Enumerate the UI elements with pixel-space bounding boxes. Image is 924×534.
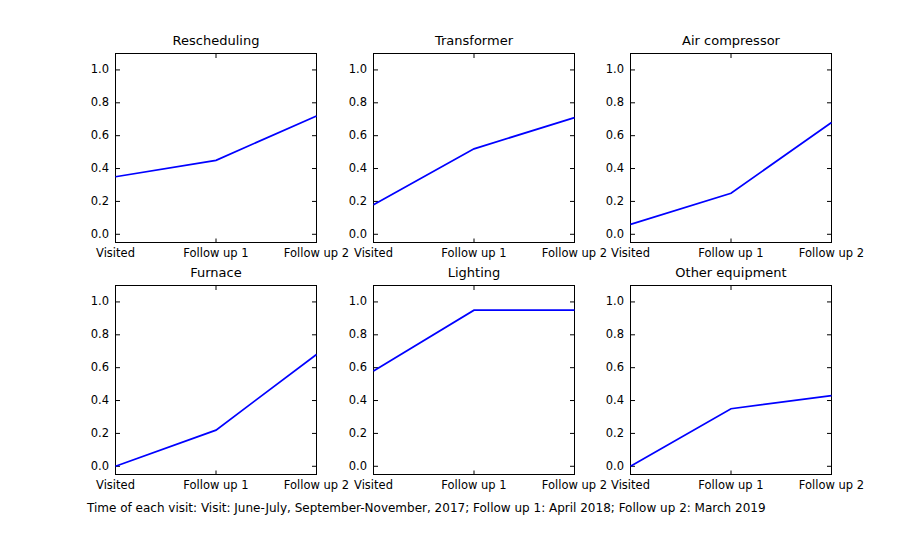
xtick-label: Follow up 1	[161, 246, 271, 261]
subplot-title-rescheduling: Rescheduling	[115, 33, 317, 49]
subplot-title-transformer: Transformer	[373, 33, 575, 49]
ytick-label: 0.0	[325, 227, 367, 242]
ytick-label: 1.0	[582, 62, 624, 77]
ytick-label: 1.0	[325, 62, 367, 77]
xtick-label: Visited	[61, 478, 171, 493]
subplot-title-furnace: Furnace	[115, 265, 317, 281]
plot-area-other-equipment	[630, 285, 832, 476]
ytick-label: 1.0	[67, 294, 109, 309]
ytick-label: 0.6	[582, 360, 624, 375]
ytick-label: 0.4	[582, 393, 624, 408]
subplot-title-other-equipment: Other equipment	[630, 265, 832, 281]
data-line	[374, 118, 575, 205]
plot-area-transformer	[373, 53, 575, 244]
data-line	[631, 123, 832, 225]
ytick-label: 0.4	[582, 161, 624, 176]
ytick-label: 0.0	[67, 227, 109, 242]
ytick-label: 0.8	[582, 95, 624, 110]
ytick-label: 0.2	[67, 426, 109, 441]
ytick-label: 0.0	[67, 459, 109, 474]
ytick-label: 0.8	[325, 327, 367, 342]
xtick-label: Visited	[319, 478, 429, 493]
plot-frame	[631, 286, 832, 475]
xtick-label: Follow up 1	[419, 246, 529, 261]
data-line	[374, 310, 575, 371]
ytick-label: 0.0	[325, 459, 367, 474]
ytick-label: 0.6	[582, 128, 624, 143]
ytick-label: 0.8	[67, 327, 109, 342]
xtick-label: Follow up 2	[777, 478, 887, 493]
plot-frame	[631, 54, 832, 243]
xtick-label: Follow up 1	[676, 478, 786, 493]
ytick-label: 0.2	[582, 194, 624, 209]
xtick-label: Visited	[576, 246, 686, 261]
data-line	[631, 396, 832, 467]
ytick-label: 0.8	[582, 327, 624, 342]
ytick-label: 0.2	[582, 426, 624, 441]
xtick-label: Visited	[576, 478, 686, 493]
subplot-title-air-compressor: Air compressor	[630, 33, 832, 49]
plot-frame	[116, 286, 317, 475]
plot-area-furnace	[115, 285, 317, 476]
ytick-label: 0.6	[325, 128, 367, 143]
ytick-label: 0.6	[67, 360, 109, 375]
plot-frame	[374, 286, 575, 475]
data-line	[116, 116, 317, 177]
ytick-label: 0.0	[582, 459, 624, 474]
plot-area-air-compressor	[630, 53, 832, 244]
ytick-label: 0.2	[67, 194, 109, 209]
ytick-label: 0.6	[325, 360, 367, 375]
plot-area-lighting	[373, 285, 575, 476]
ytick-label: 0.4	[325, 393, 367, 408]
ytick-label: 0.2	[325, 426, 367, 441]
xtick-label: Follow up 2	[777, 246, 887, 261]
plot-frame	[116, 54, 317, 243]
xtick-label: Follow up 1	[419, 478, 529, 493]
ytick-label: 0.0	[582, 227, 624, 242]
ytick-label: 0.4	[67, 393, 109, 408]
ytick-label: 0.8	[325, 95, 367, 110]
xtick-label: Follow up 1	[161, 478, 271, 493]
figure-caption: Time of each visit: Visit: June-July, Se…	[87, 501, 766, 515]
ytick-label: 0.4	[67, 161, 109, 176]
data-line	[116, 355, 317, 467]
xtick-label: Visited	[319, 246, 429, 261]
ytick-label: 0.6	[67, 128, 109, 143]
ytick-label: 0.4	[325, 161, 367, 176]
ytick-label: 0.2	[325, 194, 367, 209]
plot-area-rescheduling	[115, 53, 317, 244]
xtick-label: Visited	[61, 246, 171, 261]
ytick-label: 0.8	[67, 95, 109, 110]
subplot-title-lighting: Lighting	[373, 265, 575, 281]
ytick-label: 1.0	[582, 294, 624, 309]
ytick-label: 1.0	[325, 294, 367, 309]
xtick-label: Follow up 1	[676, 246, 786, 261]
figure-canvas: Rescheduling0.00.20.40.60.81.0VisitedFol…	[0, 0, 924, 534]
ytick-label: 1.0	[67, 62, 109, 77]
